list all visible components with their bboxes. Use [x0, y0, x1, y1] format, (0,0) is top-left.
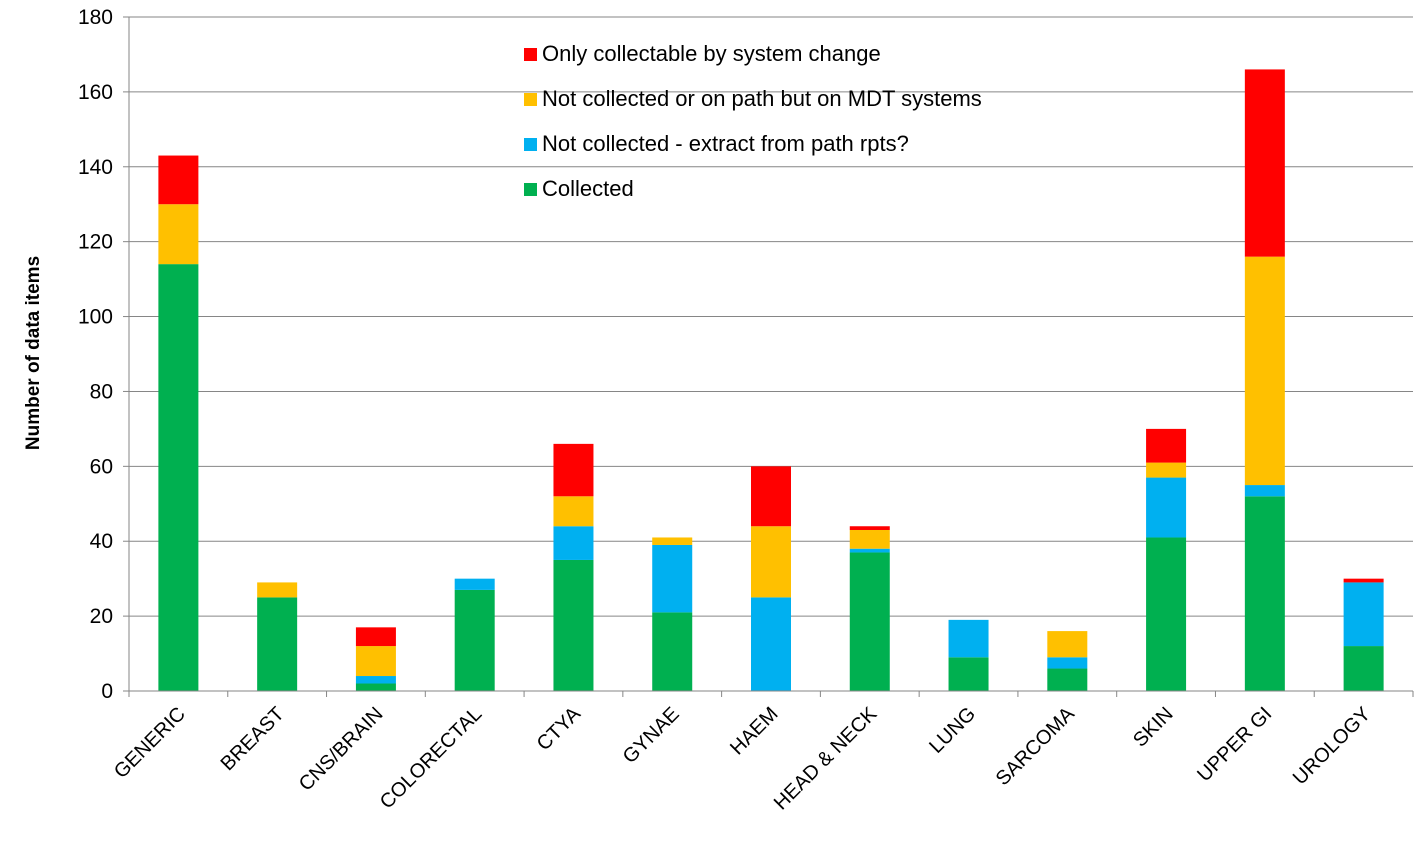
bar-segment	[1146, 537, 1187, 691]
bar-segment	[1047, 668, 1088, 691]
legend-swatch	[524, 138, 537, 151]
legend-swatch	[524, 48, 537, 61]
bar-segment	[355, 646, 396, 677]
x-category-label: HAEM	[726, 703, 782, 759]
bar-segment	[1244, 256, 1285, 486]
bar-segment	[1244, 496, 1285, 691]
x-category-label: GYNAE	[619, 703, 684, 768]
bar-segment	[1343, 646, 1384, 691]
bar-segment	[1244, 485, 1285, 497]
x-category-label: UPPER GI	[1193, 703, 1276, 786]
y-tick-label: 100	[78, 306, 113, 329]
bar-segment	[553, 443, 594, 497]
x-category-label: LUNG	[925, 703, 980, 758]
legend-label: Not collected - extract from path rpts?	[542, 131, 909, 156]
legend: Only collectable by system change Not col…	[524, 41, 982, 201]
bar-segment	[652, 537, 693, 545]
bar-segment	[355, 683, 396, 691]
y-tick-label: 80	[90, 380, 113, 403]
y-axis-title: Number of data items	[23, 256, 44, 450]
x-category-label: CNS/BRAIN	[295, 703, 388, 796]
legend-label: Only collectable by system change	[542, 41, 881, 66]
bar-segment	[948, 619, 989, 658]
bar-segment	[553, 559, 594, 691]
bar-segment	[849, 526, 890, 530]
y-tick-label: 60	[90, 455, 113, 478]
bar-segment	[1146, 462, 1187, 478]
y-tick-labels: 0 20 40 60 80 100 120 140 160 180	[78, 6, 113, 703]
y-tick-label: 160	[78, 81, 113, 104]
bar-segment	[454, 589, 495, 691]
x-category-label: COLORECTAL	[376, 703, 486, 813]
bar-segment	[158, 204, 199, 265]
bar-segment	[355, 676, 396, 684]
y-tick-label: 0	[101, 680, 113, 703]
bar-segment	[1343, 582, 1384, 647]
bar-segment	[1146, 428, 1187, 463]
bar-segment	[158, 155, 199, 205]
y-tick-label: 140	[78, 156, 113, 179]
gridlines	[129, 16, 1413, 617]
x-category-label: GENERIC	[110, 703, 190, 783]
bars	[158, 69, 1384, 691]
x-category-label: CTYA	[533, 703, 586, 756]
bar-segment	[849, 552, 890, 691]
bar-segment	[1146, 477, 1187, 538]
bar-segment	[454, 578, 495, 590]
bar-segment	[751, 526, 791, 598]
bar-segment	[355, 627, 396, 647]
bar-segment	[751, 466, 791, 527]
bar-segment	[1244, 69, 1285, 257]
legend-label: Not collected or on path but on MDT syst…	[542, 86, 982, 111]
x-category-label: HEAD & NECK	[770, 703, 882, 815]
bar-segment	[652, 544, 693, 613]
y-tick-label: 20	[90, 605, 113, 628]
legend-swatch	[524, 183, 537, 196]
legend-swatch	[524, 93, 537, 106]
bar-segment	[849, 529, 890, 549]
bar-segment	[1047, 631, 1088, 658]
bar-segment	[257, 582, 298, 598]
x-category-label: SKIN	[1129, 703, 1178, 752]
bar-segment	[751, 597, 791, 691]
bar-segment	[948, 657, 989, 691]
y-tick-label: 180	[78, 6, 113, 29]
bar-segment	[553, 526, 594, 560]
y-tick-label: 40	[90, 530, 113, 553]
bar-segment	[1343, 578, 1384, 583]
bar-segment	[849, 548, 890, 553]
bar-segment	[158, 264, 199, 691]
x-category-label: UROLOGY	[1289, 703, 1375, 789]
legend-label: Collected	[542, 176, 634, 201]
bar-segment	[257, 597, 298, 691]
bar-segment	[652, 612, 693, 691]
x-category-label: SARCOMA	[992, 703, 1080, 791]
bar-segment	[1047, 657, 1088, 669]
bar-segment	[553, 496, 594, 527]
x-category-label: BREAST	[217, 703, 289, 775]
axes	[123, 16, 1414, 697]
y-tick-label: 120	[78, 231, 113, 254]
